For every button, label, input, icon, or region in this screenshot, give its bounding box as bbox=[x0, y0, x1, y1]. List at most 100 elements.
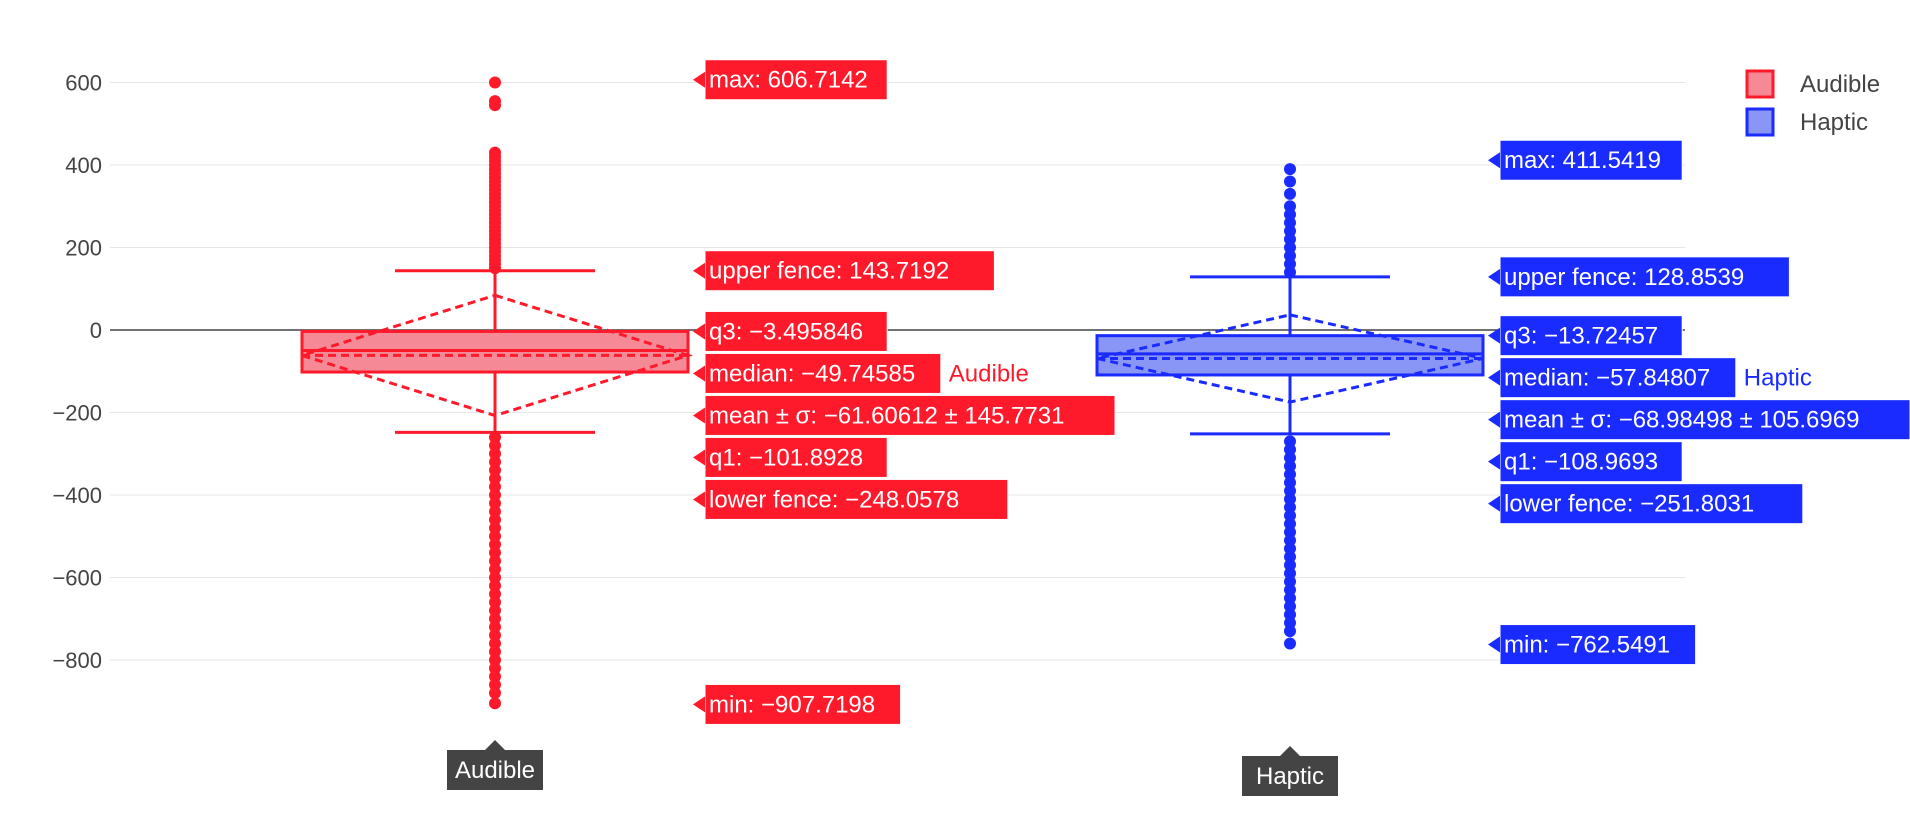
outlier-point[interactable] bbox=[1284, 266, 1296, 279]
outlier-point[interactable] bbox=[489, 645, 501, 658]
outlier-point[interactable] bbox=[1284, 567, 1296, 580]
outlier-point[interactable] bbox=[489, 662, 501, 675]
box-traces[interactable] bbox=[296, 76, 1485, 710]
outlier-point[interactable] bbox=[489, 588, 501, 600]
y-tick-label: 0 bbox=[90, 318, 102, 343]
outlier-point[interactable] bbox=[489, 505, 501, 518]
outlier-point[interactable] bbox=[1284, 559, 1296, 572]
outlier-point[interactable] bbox=[489, 95, 501, 108]
outlier-point[interactable] bbox=[489, 522, 501, 534]
outlier-point[interactable] bbox=[489, 456, 501, 468]
x-axis-hover-label: Haptic bbox=[1242, 746, 1338, 796]
outlier-point[interactable] bbox=[1284, 592, 1296, 605]
outlier-point[interactable] bbox=[489, 596, 501, 609]
outlier-point[interactable] bbox=[489, 629, 501, 642]
legend-item-haptic[interactable]: Haptic bbox=[1745, 107, 1868, 137]
hover-label-box bbox=[1499, 357, 1737, 399]
box-trace-audible[interactable] bbox=[296, 76, 694, 710]
legend[interactable]: Audible Haptic bbox=[1745, 69, 1880, 137]
outlier-point[interactable] bbox=[1284, 608, 1296, 621]
outlier-point[interactable] bbox=[489, 621, 501, 633]
outlier-point[interactable] bbox=[1284, 468, 1296, 481]
legend-swatch[interactable] bbox=[1745, 69, 1775, 99]
outlier-point[interactable] bbox=[1284, 249, 1296, 262]
outlier-point[interactable] bbox=[1284, 600, 1296, 613]
outlier-point[interactable] bbox=[1284, 163, 1296, 176]
outlier-point[interactable] bbox=[489, 447, 501, 460]
outlier-point[interactable] bbox=[489, 464, 501, 477]
outlier-point[interactable] bbox=[489, 76, 501, 89]
outlier-point[interactable] bbox=[489, 439, 501, 452]
hover-label-arrow bbox=[693, 262, 705, 279]
hover-label-max: max: 606.7142 bbox=[693, 59, 888, 101]
outlier-point[interactable] bbox=[1284, 542, 1296, 555]
outlier-point[interactable] bbox=[489, 604, 501, 617]
y-tick-label: −600 bbox=[52, 566, 102, 591]
hover-label-box bbox=[1499, 483, 1804, 525]
outlier-point[interactable] bbox=[489, 530, 501, 543]
outlier-point[interactable] bbox=[489, 497, 501, 510]
outlier-point[interactable] bbox=[1284, 225, 1296, 237]
outlier-point[interactable] bbox=[1284, 517, 1296, 530]
outlier-point[interactable] bbox=[1284, 484, 1296, 497]
legend-swatch[interactable] bbox=[1745, 107, 1775, 137]
outlier-point[interactable] bbox=[489, 678, 501, 691]
outlier-point[interactable] bbox=[489, 563, 501, 576]
legend-item-audible[interactable]: Audible bbox=[1745, 69, 1880, 99]
outlier-point[interactable] bbox=[1284, 451, 1296, 464]
hover-label-q3: q3: −3.495846 bbox=[693, 310, 888, 352]
outlier-point[interactable] bbox=[1284, 501, 1296, 514]
outlier-point[interactable] bbox=[489, 637, 501, 650]
outlier-point[interactable] bbox=[489, 571, 501, 584]
hover-label-arrow bbox=[1488, 453, 1500, 470]
outlier-point[interactable] bbox=[1284, 443, 1296, 456]
outlier-point[interactable] bbox=[489, 472, 501, 485]
hover-label-text: q1: −101.8928 bbox=[709, 444, 863, 471]
hover-label-text: lower fence: −251.8031 bbox=[1504, 491, 1754, 518]
outlier-point[interactable] bbox=[489, 579, 501, 592]
hover-label-arrow bbox=[1488, 369, 1500, 386]
outlier-point[interactable] bbox=[1284, 534, 1296, 547]
outlier-point[interactable] bbox=[489, 697, 501, 710]
hover-label-arrow bbox=[1488, 411, 1500, 428]
outlier-point[interactable] bbox=[1284, 575, 1296, 588]
outlier-point[interactable] bbox=[1284, 493, 1296, 506]
outlier-point[interactable] bbox=[1284, 637, 1296, 650]
outlier-point[interactable] bbox=[1284, 258, 1296, 270]
box-trace-haptic[interactable] bbox=[1095, 163, 1485, 650]
outlier-point[interactable] bbox=[1284, 175, 1296, 188]
outlier-point[interactable] bbox=[489, 489, 501, 501]
outlier-point[interactable] bbox=[489, 654, 501, 666]
outlier-point[interactable] bbox=[1284, 625, 1296, 638]
outlier-point[interactable] bbox=[1284, 616, 1296, 629]
outlier-point[interactable] bbox=[489, 538, 501, 551]
outlier-point[interactable] bbox=[1284, 550, 1296, 563]
y-axis-ticks: 600 400 200 0 −200 −400 −600 −800 bbox=[52, 71, 102, 674]
legend-label[interactable]: Haptic bbox=[1800, 109, 1868, 136]
outlier-point[interactable] bbox=[1284, 460, 1296, 473]
outlier-point[interactable] bbox=[489, 546, 501, 559]
legend-label[interactable]: Audible bbox=[1800, 71, 1880, 98]
outlier-point[interactable] bbox=[489, 670, 501, 683]
outlier-point[interactable] bbox=[1284, 241, 1296, 254]
outlier-point[interactable] bbox=[1284, 509, 1296, 522]
hover-label-text: median: −57.84807 bbox=[1504, 365, 1710, 392]
hover-label-arrow bbox=[1488, 327, 1500, 344]
outlier-point[interactable] bbox=[1284, 526, 1296, 539]
outlier-point[interactable] bbox=[1284, 200, 1296, 213]
outlier-point[interactable] bbox=[1284, 187, 1296, 200]
outlier-point[interactable] bbox=[1284, 476, 1296, 489]
y-tick-label: 600 bbox=[65, 71, 102, 96]
outlier-point[interactable] bbox=[489, 687, 501, 699]
outlier-point[interactable] bbox=[489, 480, 501, 493]
outlier-point[interactable] bbox=[489, 513, 501, 526]
outlier-point[interactable] bbox=[1284, 233, 1296, 246]
outlier-point[interactable] bbox=[1284, 583, 1296, 596]
outlier-point[interactable] bbox=[489, 555, 501, 567]
outlier-point[interactable] bbox=[489, 431, 501, 444]
outlier-point[interactable] bbox=[1284, 216, 1296, 229]
outlier-point[interactable] bbox=[1284, 208, 1296, 221]
outlier-point[interactable] bbox=[489, 612, 501, 625]
outlier-point[interactable] bbox=[1284, 435, 1296, 448]
outlier-point[interactable] bbox=[489, 262, 501, 275]
